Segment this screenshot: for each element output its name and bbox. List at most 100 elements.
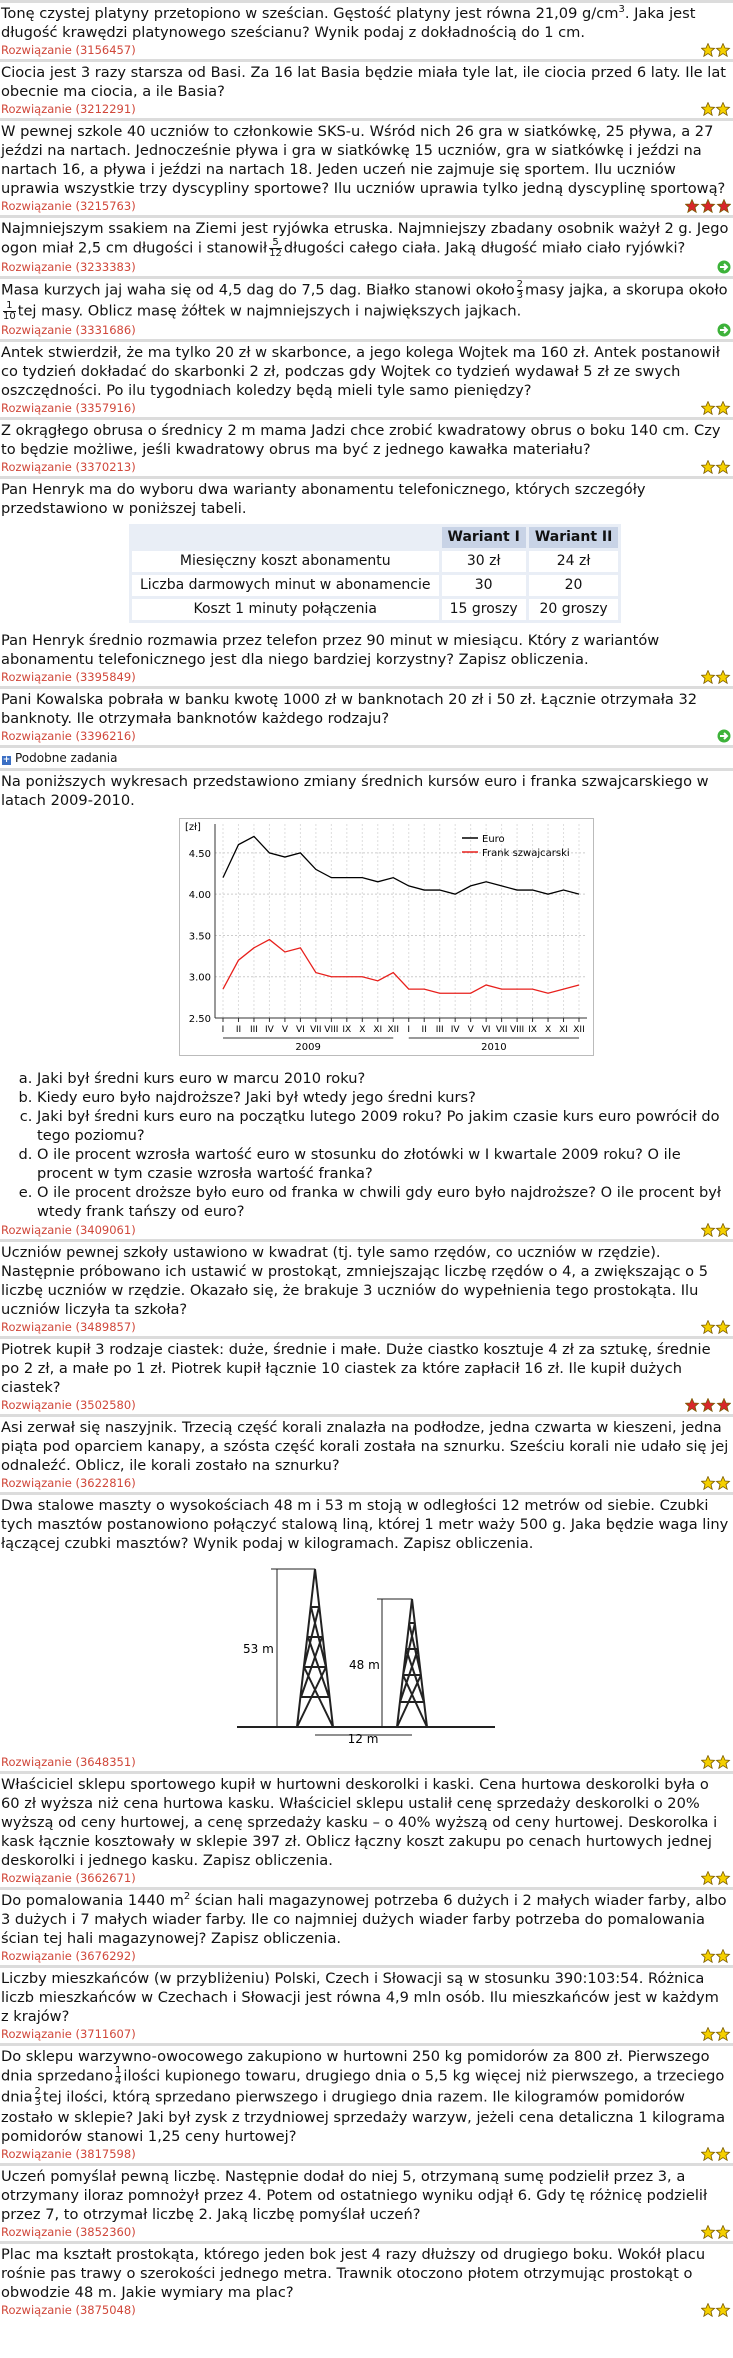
x-tick-label: IX: [342, 1025, 351, 1035]
x-tick-label: I: [222, 1025, 225, 1035]
problem: Liczby mieszkańców (w przybliżeniu) Pols…: [0, 1965, 733, 2043]
masts-figure: 53 m 48 m 12 m: [237, 1568, 495, 1746]
problem-text: Piotrek kupił 3 rodzaje ciastek: duże, ś…: [1, 1340, 731, 1397]
text-run: Uczniów pewnej szkoły ustawiono w kwadra…: [1, 1244, 709, 1318]
solution-link[interactable]: Rozwiązanie (3233383): [1, 260, 136, 274]
solution-link[interactable]: Rozwiązanie (3817598): [1, 2147, 136, 2161]
x-tick-label: I: [407, 1025, 410, 1035]
solution-link[interactable]: Rozwiązanie (3676292): [1, 1949, 136, 1963]
tariff-table: Wariant I Wariant II Miesięczny koszt abo…: [129, 524, 622, 623]
problem: Właściciel sklepu sportowego kupił w hur…: [0, 1771, 733, 1887]
difficulty-icon: [717, 323, 731, 337]
difficulty-icon: [700, 2224, 731, 2240]
numerator: 1: [115, 2065, 122, 2077]
table-cell: 30: [441, 575, 526, 596]
text-run: Piotrek kupił 3 rodzaje ciastek: duże, ś…: [1, 1341, 711, 1396]
denominator: 4: [115, 2076, 122, 2087]
exchange-chart: [zł]2.503.003.504.004.50I II III IV V VI VII VI…: [179, 818, 594, 1056]
problem-text: Najmniejszym ssakiem na Ziemi jest ryjów…: [1, 219, 731, 259]
problem: Piotrek kupił 3 rodzaje ciastek: duże, ś…: [0, 1336, 733, 1414]
problem: Uczniów pewnej szkoły ustawiono w kwadra…: [0, 1239, 733, 1336]
numerator: 1: [3, 301, 16, 312]
text-run: Antek stwierdził, że ma tylko 20 zł w sk…: [1, 344, 720, 399]
difficulty-icon: [700, 459, 731, 475]
text-run: Masa kurzych jaj waha się od 4,5 dag do …: [1, 281, 515, 299]
text-run: Plac ma kształt prostokąta, którego jede…: [1, 2246, 706, 2301]
similar-header[interactable]: + Podobne zadania: [0, 745, 733, 768]
x-tick-label: IV: [265, 1025, 275, 1035]
text-run: Pan Henryk średnio rozmawia przez telefo…: [1, 632, 660, 668]
y-tick-label: 3.00: [189, 973, 211, 984]
solution-link[interactable]: Rozwiązanie (3622816): [1, 1476, 136, 1490]
text-run: Asi zerwał się naszyjnik. Trzecią część …: [1, 1419, 729, 1474]
text-run: Tonę czystej platyny przetopiono w sześc…: [1, 5, 619, 22]
difficulty-icon: [700, 1754, 731, 1770]
problem: Dwa stalowe maszty o wysokościach 48 m i…: [0, 1492, 733, 1771]
difficulty-icon: [700, 1319, 731, 1335]
solution-link[interactable]: Rozwiązanie (3395849): [1, 670, 136, 684]
text-run: Dwa stalowe maszty o wysokościach 48 m i…: [1, 1497, 729, 1552]
numerator: 2: [516, 279, 524, 291]
difficulty-icon: [700, 1222, 731, 1238]
solution-link[interactable]: Rozwiązanie (3409061): [1, 1223, 136, 1237]
problem-text: Z okrągłego obrusa o średnicy 2 m mama J…: [1, 421, 731, 459]
text-run: długości całego ciała. Jaką długość miał…: [283, 239, 686, 257]
text-run: ilości kupionego towaru, drugiego dnia o…: [1, 2067, 725, 2106]
x-tick-label: VII: [310, 1025, 321, 1035]
numerator: 5: [269, 238, 282, 249]
text-run: W pewnej szkole 40 uczniów to członkowie…: [1, 123, 726, 197]
difficulty-icon: [700, 42, 731, 58]
problem-text: Asi zerwał się naszyjnik. Trzecią część …: [1, 1418, 731, 1475]
x-tick-label: IV: [451, 1025, 461, 1035]
solution-link[interactable]: Rozwiązanie (3662671): [1, 1871, 136, 1885]
difficulty-icon: [700, 2146, 731, 2162]
solution-link[interactable]: Rozwiązanie (3502580): [1, 1398, 136, 1412]
problem: Pan Henryk ma do wyboru dwa warianty abo…: [0, 476, 733, 686]
solution-link[interactable]: Rozwiązanie (3396216): [1, 729, 136, 743]
chart-frame: [179, 818, 594, 1056]
solution-link[interactable]: Rozwiązanie (3875048): [1, 2303, 136, 2317]
problem-text: Ciocia jest 3 razy starsza od Basi. Za 1…: [1, 63, 731, 101]
difficulty-icon: [700, 1870, 731, 1886]
solution-link[interactable]: Rozwiązanie (3489857): [1, 1320, 136, 1334]
difficulty-icon: [700, 2026, 731, 2042]
text-run: masy jajka, a skorupa około: [525, 281, 728, 299]
x-tick-label: II: [236, 1025, 241, 1035]
solution-link[interactable]: Rozwiązanie (3370213): [1, 460, 136, 474]
problem-text: Na poniższych wykresach przedstawiono zm…: [1, 772, 731, 810]
problem-text: Masa kurzych jaj waha się od 4,5 dag do …: [1, 280, 731, 322]
problem: W pewnej szkole 40 uczniów to członkowie…: [0, 118, 733, 215]
problem: Asi zerwał się naszyjnik. Trzecią część …: [0, 1414, 733, 1492]
solution-link[interactable]: Rozwiązanie (3852360): [1, 2225, 136, 2239]
x-tick-label: X: [359, 1025, 365, 1035]
problem: Masa kurzych jaj waha się od 4,5 dag do …: [0, 276, 733, 339]
text-run: . Jaka jest długość krawędzi platynowego…: [1, 5, 696, 41]
problem: Tonę czystej platyny przetopiono w sześc…: [0, 0, 733, 59]
x-tick-label: VI: [296, 1025, 305, 1035]
solution-link[interactable]: Rozwiązanie (3331686): [1, 323, 136, 337]
text-run: Do pomalowania 1440 m: [1, 1892, 184, 1909]
y-tick-label: 3.50: [189, 931, 211, 942]
text-run: Uczeń pomyślał pewną liczbę. Następnie d…: [1, 2168, 708, 2223]
solution-link[interactable]: Rozwiązanie (3357916): [1, 401, 136, 415]
solution-link[interactable]: Rozwiązanie (3212291): [1, 102, 136, 116]
denominator: 10: [3, 311, 16, 322]
table-cell: 24 zł: [528, 551, 619, 572]
solution-link[interactable]: Rozwiązanie (3156457): [1, 43, 136, 57]
superscript: 3: [618, 4, 625, 16]
table-cell: 20 groszy: [528, 599, 619, 620]
denominator: 12: [269, 248, 282, 259]
text-run: Liczby mieszkańców (w przybliżeniu) Pols…: [1, 1970, 719, 2025]
solution-link[interactable]: Rozwiązanie (3215763): [1, 199, 136, 213]
x-tick-label: VIII: [510, 1025, 524, 1035]
x-tick-label: XII: [388, 1025, 399, 1035]
problem: Do sklepu warzywno-owocowego zakupiono w…: [0, 2043, 733, 2163]
text-run: Właściciel sklepu sportowego kupił w hur…: [1, 1776, 718, 1869]
text-run: Do sklepu warzywno-owocowego zakupiono w…: [1, 2048, 710, 2085]
solution-link[interactable]: Rozwiązanie (3711607): [1, 2027, 136, 2041]
numerator: 2: [34, 2086, 41, 2098]
solution-link[interactable]: Rozwiązanie (3648351): [1, 1755, 136, 1769]
